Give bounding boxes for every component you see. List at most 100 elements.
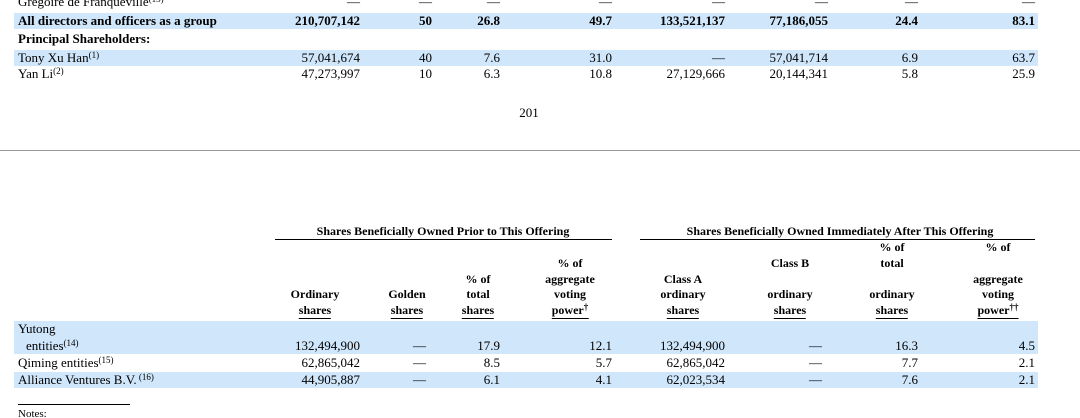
row-band [14, 13, 1038, 29]
cell: 8.5 [483, 355, 500, 370]
cell: 83.1 [1012, 13, 1035, 28]
cell: 4.1 [595, 372, 612, 387]
cell: — [413, 372, 426, 387]
cell: 132,494,900 [295, 338, 360, 353]
cell: 12.1 [589, 338, 612, 353]
page-break [0, 150, 1080, 151]
column-header: shares [298, 303, 332, 319]
row-label: Grégoire de Franqueville(13)*** [18, 0, 177, 9]
cell: 25.9 [1012, 66, 1035, 81]
column-header: shares [666, 303, 700, 319]
cell: — [413, 338, 426, 353]
cell: 2.1 [1018, 372, 1035, 387]
cell: 44,905,887 [301, 372, 361, 387]
cell: — [809, 372, 822, 387]
column-header: total [466, 287, 490, 301]
cell: 20,144,341 [769, 66, 829, 81]
column-header: power† [551, 302, 589, 319]
column-header: Class A [663, 272, 703, 286]
row-label: Tony Xu Han(1) [18, 50, 100, 65]
cell: — [809, 355, 822, 370]
cell: — [1022, 0, 1035, 9]
cell: — [347, 0, 360, 9]
cell: 7.7 [901, 355, 918, 370]
cell: — [712, 0, 725, 9]
cell: 17.9 [477, 338, 500, 353]
column-header: total [880, 256, 904, 270]
group-rule [640, 239, 1035, 240]
column-header: voting [553, 287, 587, 301]
column-header: aggregate [545, 272, 595, 286]
row-label: Yan Li(2) [18, 66, 64, 81]
row-band [14, 321, 1038, 354]
cell: 40 [419, 50, 432, 65]
cell: 5.7 [595, 355, 612, 370]
column-header: ordinary [767, 287, 813, 301]
column-header: shares [875, 303, 909, 319]
cell: 27,129,666 [666, 66, 726, 81]
row-label: All directors and officers as a group [18, 13, 217, 28]
cell: — [815, 0, 828, 9]
cell: — [419, 0, 432, 9]
cell: — [712, 50, 725, 65]
cell: 26.8 [477, 13, 500, 28]
cell: 6.3 [483, 66, 500, 81]
row-label: Alliance Ventures B.V. (16) [18, 372, 154, 387]
group-header: Shares Beneficially Owned Prior to This … [316, 224, 570, 238]
column-header: shares [390, 303, 424, 319]
row-label: Qiming entities(15) [18, 355, 114, 370]
cell: 63.7 [1012, 50, 1035, 65]
cell: 6.1 [483, 372, 500, 387]
cell: 2.1 [1018, 355, 1035, 370]
cell: 47,273,997 [301, 66, 361, 81]
row-label: entities(14) [26, 338, 79, 353]
row-label: Yutong [18, 321, 56, 336]
page-number: 201 [519, 105, 539, 120]
column-header: ordinary [660, 287, 706, 301]
column-header: % of [557, 256, 583, 270]
cell: 57,041,714 [769, 50, 829, 65]
cell: 62,023,534 [666, 372, 726, 387]
cell: 50 [419, 13, 432, 28]
cell: 210,707,142 [295, 13, 360, 28]
cell: 10 [419, 66, 432, 81]
column-header: % of [985, 240, 1011, 254]
group-rule [275, 239, 612, 240]
cell: 77,186,055 [769, 13, 829, 28]
cell: 4.5 [1018, 338, 1035, 353]
column-header: shares [773, 303, 807, 319]
row-band [14, 372, 1038, 388]
row-band [14, 50, 1038, 66]
group-header: Shares Beneficially Owned Immediately Af… [686, 224, 994, 238]
cell: 49.7 [589, 13, 612, 28]
column-header: Class B [770, 256, 810, 270]
cell: — [487, 0, 500, 9]
cell: 16.3 [895, 338, 918, 353]
cell: — [599, 0, 612, 9]
column-header: shares [461, 303, 495, 319]
cell: 62,865,042 [301, 355, 361, 370]
cell: 6.9 [901, 50, 918, 65]
column-header: power†† [977, 302, 1019, 319]
cell: — [413, 355, 426, 370]
column-header: voting [981, 287, 1015, 301]
column-header: % of [879, 240, 905, 254]
cell: — [905, 0, 918, 9]
cell: 10.8 [589, 66, 612, 81]
row-label: Principal Shareholders: [18, 31, 151, 46]
column-header: % of [465, 272, 491, 286]
cell: 7.6 [483, 50, 500, 65]
cell: 31.0 [589, 50, 612, 65]
column-header: aggregate [973, 272, 1023, 286]
cell: 5.8 [901, 66, 918, 81]
cell: 132,494,900 [660, 338, 725, 353]
cell: 57,041,674 [301, 50, 361, 65]
column-header: ordinary [869, 287, 915, 301]
notes-label: Notes: [18, 408, 47, 418]
column-header: Golden [388, 287, 426, 301]
notes-rule [18, 404, 130, 405]
cell: 7.6 [901, 372, 918, 387]
cell: 62,865,042 [666, 355, 726, 370]
column-header: Ordinary [290, 287, 340, 301]
